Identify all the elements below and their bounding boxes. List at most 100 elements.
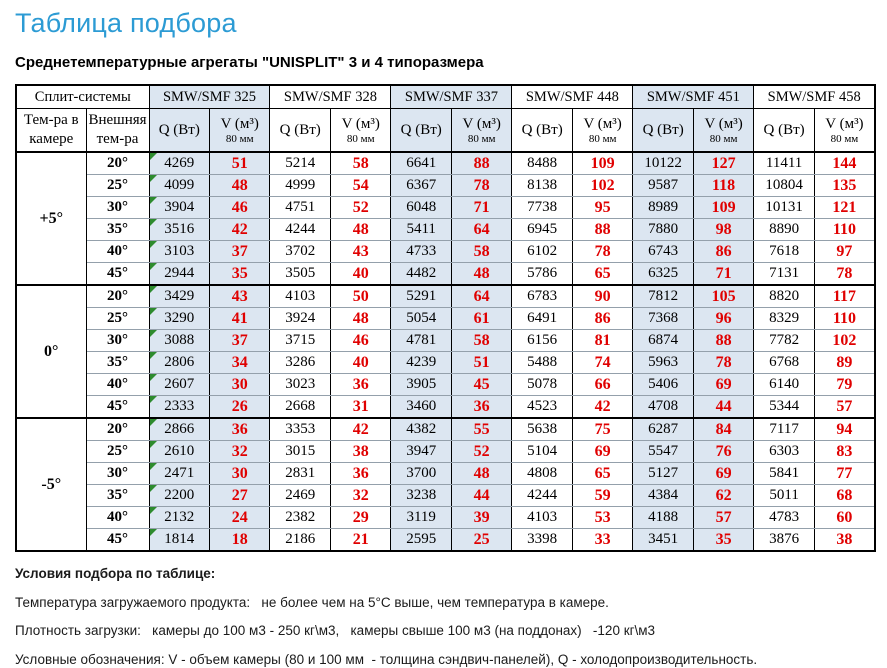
q-header-3: Q (Вт)	[511, 108, 573, 153]
q-header-0: Q (Вт)	[148, 108, 211, 153]
q-value-cell: 5104	[511, 440, 573, 463]
v-value-cell: 37	[208, 240, 271, 263]
q-header-4: Q (Вт)	[632, 108, 694, 153]
external-temp-cell: 35°	[85, 351, 150, 374]
q-value-cell: 3023	[269, 373, 331, 396]
q-value-cell: 2607	[148, 373, 211, 396]
v-value-cell: 110	[813, 307, 876, 330]
model-header-4: SMW/SMF 451	[632, 84, 755, 109]
q-value-cell: 3700	[390, 462, 452, 485]
q-value-cell: 2866	[148, 417, 211, 441]
q-value-cell: 11411	[753, 151, 815, 175]
external-temp-header: Внешняя тем-ра	[85, 108, 150, 153]
external-temp-cell: 25°	[85, 174, 150, 197]
v-value-cell: 78	[692, 351, 755, 374]
v-value-cell: 69	[571, 440, 634, 463]
q-value-cell: 4999	[269, 174, 331, 197]
q-value-cell: 6874	[632, 329, 694, 352]
q-value-cell: 4099	[148, 174, 211, 197]
v-value-cell: 31	[329, 395, 392, 419]
q-value-cell: 3398	[511, 528, 573, 552]
v-header-2: V (м³) 80 мм	[450, 108, 513, 153]
v-value-cell: 32	[208, 440, 271, 463]
external-temp-cell: 40°	[85, 506, 150, 529]
q-value-cell: 10804	[753, 174, 815, 197]
external-temp-cell: 20°	[85, 151, 150, 175]
v-value-cell: 48	[450, 262, 513, 286]
v-value-cell: 53	[571, 506, 634, 529]
v-value-cell: 78	[450, 174, 513, 197]
table-row: 45° 1814 18 2186 21 2595 25 3398 33 3451 35 3876 38	[16, 528, 876, 552]
v-value-cell: 81	[571, 329, 634, 352]
q-value-cell: 2806	[148, 351, 211, 374]
v-value-cell: 64	[450, 284, 513, 308]
page-title: Таблица подбора	[15, 8, 237, 38]
q-value-cell: 2668	[269, 395, 331, 419]
v-value-cell: 38	[813, 528, 876, 552]
q-header-2: Q (Вт)	[390, 108, 452, 153]
v-value-cell: 26	[208, 395, 271, 419]
q-value-cell: 4382	[390, 417, 452, 441]
q-value-cell: 7117	[753, 417, 815, 441]
table-row: 0° 20° 3429 43 4103 50 5291 64 6783 90 7812 105 8820…	[15, 284, 876, 419]
v-value-cell: 127	[692, 151, 755, 175]
v-value-cell: 109	[692, 196, 755, 219]
q-value-cell: 10122	[632, 151, 694, 175]
q-value-cell: 8138	[511, 174, 573, 197]
q-value-cell: 6303	[753, 440, 815, 463]
v-value-cell: 21	[329, 528, 392, 552]
q-value-cell: 2333	[148, 395, 211, 419]
q-value-cell: 3015	[269, 440, 331, 463]
q-value-cell: 8820	[753, 284, 815, 308]
table-row: 35° 2806 34 3286 40 4239 51 5488 74 5963 78 6768 89	[16, 351, 876, 374]
q-value-cell: 6945	[511, 218, 573, 241]
v-value-cell: 88	[450, 151, 513, 175]
q-value-cell: 7880	[632, 218, 694, 241]
q-value-cell: 6287	[632, 417, 694, 441]
v-value-cell: 98	[692, 218, 755, 241]
v-value-cell: 75	[571, 417, 634, 441]
table-row: 35° 3516 42 4244 48 5411 64 6945 88 7880 98 8890 110	[16, 218, 876, 241]
q-value-cell: 6641	[390, 151, 452, 175]
q-value-cell: 3238	[390, 484, 452, 507]
q-value-cell: 5841	[753, 462, 815, 485]
q-value-cell: 7131	[753, 262, 815, 286]
external-temp-cell: 20°	[85, 284, 150, 308]
v-value-cell: 43	[329, 240, 392, 263]
q-value-cell: 7618	[753, 240, 815, 263]
v-value-cell: 88	[571, 218, 634, 241]
v-value-cell: 42	[208, 218, 271, 241]
external-temp-cell: 35°	[85, 218, 150, 241]
v-value-cell: 54	[329, 174, 392, 197]
v-value-cell: 46	[208, 196, 271, 219]
v-value-cell: 62	[692, 484, 755, 507]
table-row: 30° 3904 46 4751 52 6048 71 7738 95 8989 109 10131 1…	[16, 196, 876, 219]
q-value-cell: 3715	[269, 329, 331, 352]
q-value-cell: 5547	[632, 440, 694, 463]
camera-temp-cell: 0°	[15, 284, 87, 419]
v-value-cell: 65	[571, 262, 634, 286]
q-value-cell: 4103	[511, 506, 573, 529]
v-value-cell: 68	[813, 484, 876, 507]
q-value-cell: 3286	[269, 351, 331, 374]
v-value-cell: 144	[813, 151, 876, 175]
q-value-cell: 2469	[269, 484, 331, 507]
table-row: +5° 20° 4269 51 5214 58 6641 88 8488 109 10122 127 1…	[15, 151, 876, 286]
q-value-cell: 8989	[632, 196, 694, 219]
model-header-5: SMW/SMF 458	[753, 84, 876, 109]
table-row: 30° 3088 37 3715 46 4781 58 6156 81 6874 88 7782 102	[16, 329, 876, 352]
table-row: -5° 20° 2866 36 3353 42 4382 55 5638 75 6287 84 7117…	[15, 417, 876, 552]
q-value-cell: 4781	[390, 329, 452, 352]
v-value-cell: 36	[450, 395, 513, 419]
table-row: 40° 2607 30 3023 36 3905 45 5078 66 5406 69 6140 79	[16, 373, 876, 396]
v-value-cell: 71	[692, 262, 755, 286]
q-value-cell: 3460	[390, 395, 452, 419]
v-value-cell: 36	[208, 417, 271, 441]
v-value-cell: 102	[571, 174, 634, 197]
v-header-4: V (м³) 80 мм	[692, 108, 755, 153]
v-value-cell: 30	[208, 373, 271, 396]
q-header-1: Q (Вт)	[269, 108, 331, 153]
q-value-cell: 3290	[148, 307, 211, 330]
q-value-cell: 3429	[148, 284, 211, 308]
v-value-cell: 61	[450, 307, 513, 330]
